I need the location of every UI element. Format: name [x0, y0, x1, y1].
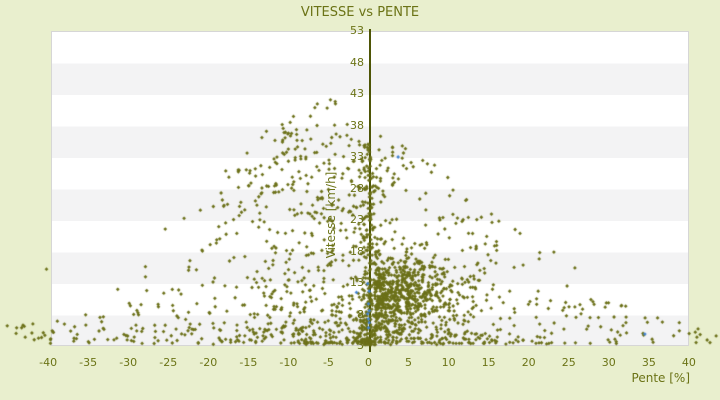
y-tick-label: 43: [350, 87, 364, 100]
x-tick-label: 10: [441, 356, 456, 369]
y-tick-label: 3: [357, 339, 364, 352]
y-tick-label: 18: [350, 244, 364, 258]
y-tick-label: 28: [350, 181, 364, 195]
y-tick-label: 33: [350, 150, 364, 163]
y-tick-label: 8: [357, 307, 364, 321]
x-tick-label: 15: [481, 356, 496, 369]
x-tick-label: -15: [239, 356, 258, 369]
x-tick-label: 40: [681, 356, 696, 369]
y-tick-label: 23: [350, 213, 364, 226]
x-tick-label: -20: [199, 356, 218, 369]
x-tick-label: 35: [641, 356, 656, 369]
x-tick-label: -30: [119, 356, 138, 369]
x-tick-label: 30: [601, 356, 616, 369]
y-tick-label: 53: [350, 24, 364, 37]
x-axis-title: Pente [%]: [631, 371, 690, 385]
x-tick-label: 20: [521, 356, 536, 369]
y-tick-label: 48: [350, 55, 364, 69]
x-tick-label: -35: [79, 356, 98, 369]
y-axis-zero-line: [369, 29, 371, 352]
x-tick-label: -10: [279, 356, 298, 369]
y-tick-label: 38: [350, 118, 364, 132]
x-tick-label: 5: [405, 356, 413, 369]
x-tick-label: 25: [561, 356, 576, 369]
x-tick-label: -40: [39, 356, 58, 369]
x-tick-label: -25: [159, 356, 178, 369]
x-tick-label: -5: [322, 356, 334, 369]
chart-title: VITESSE vs PENTE: [300, 5, 420, 20]
y-tick-label: 13: [350, 276, 364, 289]
x-tick-label: 0: [365, 356, 372, 369]
